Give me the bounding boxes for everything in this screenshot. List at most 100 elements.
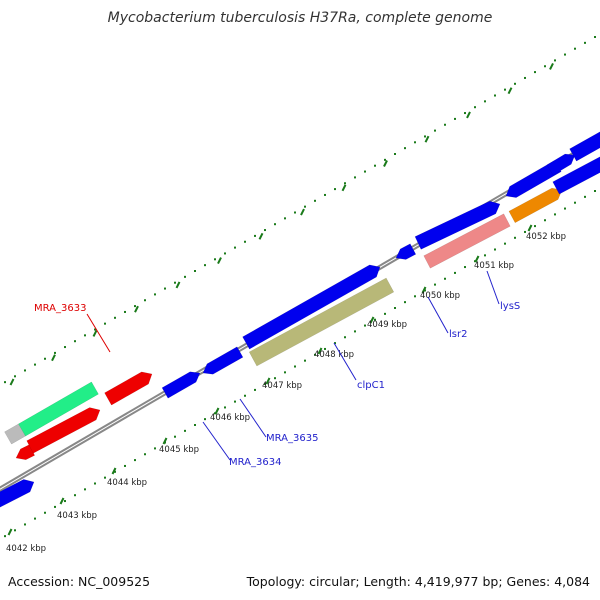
minor-tick: [217, 257, 222, 265]
gene-label-leader: [486, 270, 500, 305]
outer-track-dot: [224, 252, 226, 255]
outer-track-dot: [444, 123, 446, 126]
gene-blue: [546, 153, 576, 176]
minor-tick: [9, 378, 15, 386]
outer-track-dot: [524, 76, 526, 79]
major-tick: [162, 437, 168, 445]
minor-tick: [258, 232, 264, 240]
minor-tick: [51, 354, 56, 362]
inner-track-dot: [454, 271, 456, 274]
outer-track-dot: [534, 71, 536, 74]
inner-track-dot: [524, 230, 526, 233]
gene-red: [104, 371, 153, 406]
inner-track-dot: [364, 324, 366, 327]
inner-track-dot: [574, 201, 576, 204]
outer-track-dot: [214, 258, 216, 261]
outer-track-dot: [124, 310, 126, 313]
outer-track-dot: [484, 100, 486, 103]
gene-blue: [414, 200, 501, 250]
gene-blue: [242, 264, 381, 350]
inner-track-dot: [594, 190, 596, 192]
tick-label: 4050 kbp: [420, 291, 460, 301]
inner-track-dot: [84, 488, 86, 491]
minor-tick: [383, 160, 388, 167]
outer-track-dot: [364, 170, 366, 173]
gene-label-leader: [427, 296, 449, 334]
outer-track-dot: [324, 193, 326, 196]
outer-track-dot: [334, 188, 336, 191]
inner-track-dot: [404, 301, 406, 304]
inner-track-dot: [314, 353, 316, 356]
outer-track-dot: [514, 82, 516, 85]
outer-track-dot: [314, 199, 316, 202]
major-tick: [7, 528, 13, 536]
outer-track-dot: [64, 346, 66, 349]
inner-track-dot: [344, 336, 346, 339]
inner-track-dot: [294, 365, 296, 368]
outer-track-dot: [234, 246, 236, 249]
gene-label: MRA_3634: [229, 457, 281, 468]
inner-track-dot: [144, 453, 146, 456]
outer-track-dot: [284, 217, 286, 220]
gene-blue: [202, 346, 244, 375]
inner-track-dot: [484, 254, 486, 257]
inner-track-dot: [54, 505, 56, 508]
tick-label: 4045 kbp: [159, 445, 199, 455]
tick-label: 4049 kbp: [367, 320, 407, 330]
minor-tick: [92, 329, 98, 337]
outer-track-dot: [504, 88, 506, 91]
minor-tick: [175, 281, 181, 289]
gene-blue: [552, 156, 600, 195]
major-tick: [59, 497, 65, 505]
outer-track-dot: [104, 322, 106, 325]
major-tick: [369, 316, 375, 324]
inner-track-dot: [504, 242, 506, 245]
inner-track-dot: [374, 318, 376, 321]
outer-track-dot: [354, 176, 356, 179]
inner-track-dot: [264, 383, 266, 386]
outer-track-dot: [154, 293, 156, 296]
inner-track-dot: [74, 494, 76, 497]
inner-track-dot: [464, 266, 466, 269]
outer-track-dot: [464, 112, 466, 115]
inner-track-dot: [564, 207, 566, 210]
minor-tick: [300, 208, 305, 216]
outer-track-dot: [494, 94, 496, 97]
outer-track-dot: [174, 281, 176, 284]
outer-track-dot: [24, 369, 26, 372]
gene-label-leader: [239, 398, 267, 438]
inner-track-dot: [414, 295, 416, 298]
outer-track-dot: [384, 158, 386, 161]
outer-track-dot: [4, 381, 6, 384]
inner-track-dot: [64, 500, 66, 503]
inner-track-dot: [154, 447, 156, 450]
map-title: Mycobacterium tuberculosis H37Ra, comple…: [107, 10, 493, 26]
inner-track-dot: [34, 517, 36, 520]
outer-track-dot: [564, 53, 566, 56]
major-tick: [421, 286, 427, 294]
inner-track-dot: [554, 213, 556, 216]
inner-track-dot: [394, 307, 396, 309]
tick-label: 4047 kbp: [262, 381, 302, 391]
inner-track-dot: [174, 435, 176, 438]
inner-track-dot: [224, 406, 226, 409]
gene-blue: [0, 479, 35, 508]
inner-track-dot: [384, 312, 386, 315]
inner-track-dot: [284, 371, 286, 374]
inner-track-dot: [184, 429, 186, 432]
gene-label-leader: [86, 313, 111, 353]
tick-label: 4052 kbp: [526, 232, 566, 242]
outer-track-dot: [374, 164, 376, 167]
tick-label: 4044 kbp: [107, 478, 147, 488]
outer-track-dot: [134, 305, 136, 308]
genome-summary: Topology: circular; Length: 4,419,977 bp…: [246, 574, 590, 589]
inner-track-dot: [274, 377, 276, 380]
outer-track-dot: [74, 340, 76, 343]
inner-track-dot: [14, 529, 16, 532]
inner-track-dot: [324, 347, 326, 350]
inner-track-dot: [544, 219, 546, 222]
minor-tick: [549, 62, 554, 70]
outer-track-dot: [164, 287, 166, 290]
major-tick: [527, 224, 533, 232]
outer-track-dot: [414, 141, 416, 144]
